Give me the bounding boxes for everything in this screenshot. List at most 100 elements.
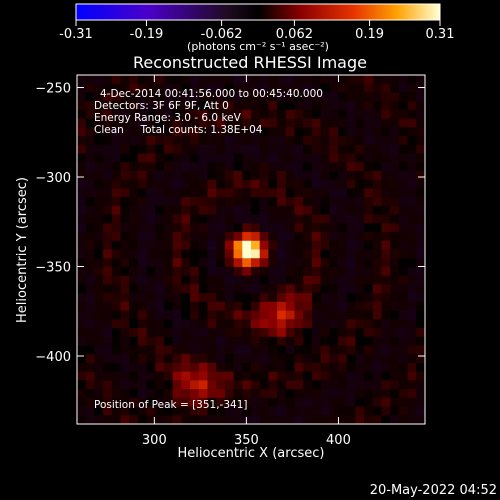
heatmap-cell [268, 101, 278, 111]
heatmap-cell [398, 170, 409, 181]
heatmap-cell [303, 232, 313, 242]
heatmap-cell [268, 354, 278, 364]
heatmap-cell [355, 354, 365, 364]
heatmap-cell [129, 258, 139, 268]
heatmap-cell [172, 170, 182, 181]
heatmap-cell [320, 266, 330, 277]
heatmap-cell [259, 240, 269, 251]
heatmap-cell [111, 170, 122, 181]
heatmap-cell [320, 188, 330, 198]
heatmap-cell [155, 389, 165, 399]
heatmap-cell [320, 371, 330, 381]
heatmap-cell [285, 223, 296, 233]
heatmap-cell [233, 310, 243, 320]
heatmap-cell [172, 162, 182, 172]
heatmap-cell [77, 389, 87, 399]
heatmap-cell [85, 406, 95, 416]
heatmap-cell [216, 380, 226, 390]
heatmap-cell [94, 188, 104, 198]
heatmap-cell [355, 380, 365, 390]
heatmap-cell [259, 397, 269, 408]
heatmap-cell [251, 232, 261, 242]
heatmap-cell [268, 136, 278, 146]
heatmap-cell [338, 328, 348, 338]
heatmap-cell [146, 197, 156, 207]
heatmap-cell [111, 109, 122, 120]
heatmap-cell [268, 188, 278, 198]
heatmap-cell [303, 144, 313, 155]
heatmap-cell [416, 214, 425, 224]
heatmap-cell [311, 415, 322, 424]
heatmap-cell [390, 371, 400, 381]
heatmap-cell [242, 319, 252, 329]
heatmap-cell [207, 109, 217, 120]
heatmap-cell [303, 258, 313, 268]
heatmap-cell [294, 101, 304, 111]
heatmap-cell [190, 232, 200, 242]
heatmap-cell [120, 162, 130, 172]
heatmap-cell [381, 389, 391, 399]
heatmap-cell [207, 162, 217, 172]
heatmap-cell [285, 397, 296, 408]
heatmap-cell [164, 101, 174, 111]
heatmap-cell [224, 406, 235, 416]
heatmap-cell [164, 136, 174, 146]
heatmap-cell [146, 362, 156, 373]
heatmap-cell [372, 144, 383, 155]
heatmap-cell [172, 223, 182, 233]
heatmap-cell [329, 266, 339, 277]
plot-area: 300 350 400−250−300−350−400 [35, 74, 426, 448]
heatmap-cell [242, 284, 252, 294]
heatmap-cell [242, 266, 252, 277]
heatmap-cell [77, 293, 87, 303]
heatmap-cell [329, 170, 339, 181]
heatmap-cell [94, 136, 104, 146]
heatmap-cell [146, 389, 156, 399]
heatmap-cell [329, 406, 339, 416]
heatmap-cell [103, 144, 113, 155]
heatmap-cell [129, 293, 139, 303]
heatmap-cell [111, 275, 122, 285]
heatmap-cell [120, 371, 130, 381]
heatmap-cell [207, 75, 217, 85]
heatmap-cell [268, 319, 278, 329]
heatmap-cell [277, 188, 287, 198]
heatmap-cell [294, 328, 304, 338]
heatmap-cell [190, 258, 200, 268]
heatmap-cell [320, 205, 330, 216]
annotation-time-range: 4-Dec-2014 00:41:56.000 to 00:45:40.000 [100, 88, 323, 100]
heatmap-cell [372, 371, 383, 381]
heatmap-cell [233, 380, 243, 390]
heatmap-cell [398, 240, 409, 251]
heatmap-cell [251, 214, 261, 224]
heatmap-cell [346, 223, 356, 233]
heatmap-cell [172, 293, 182, 303]
heatmap-cell [198, 179, 209, 190]
heatmap-cell [381, 170, 391, 181]
heatmap-cell [181, 354, 191, 364]
heatmap-cell [129, 170, 139, 181]
heatmap-cell [77, 275, 87, 285]
heatmap-cell [137, 319, 148, 329]
heatmap-cell [190, 83, 200, 94]
heatmap-cell [398, 275, 409, 285]
heatmap-cell [111, 345, 122, 355]
heatmap-cell [329, 328, 339, 338]
heatmap-cell [320, 92, 330, 102]
heatmap-cell [129, 205, 139, 216]
heatmap-cell [85, 293, 95, 303]
heatmap-cell [77, 136, 87, 146]
heatmap-cell [390, 266, 400, 277]
heatmap-cell [103, 136, 113, 146]
heatmap-cell [103, 101, 113, 111]
heatmap-cell [233, 214, 243, 224]
heatmap-cell [137, 92, 148, 102]
heatmap-cell [155, 336, 165, 347]
heatmap-cell [381, 188, 391, 198]
heatmap-cell [390, 101, 400, 111]
heatmap-cell [224, 92, 235, 102]
heatmap-cell [277, 83, 287, 94]
heatmap-cell [207, 371, 217, 381]
heatmap-cell [120, 301, 130, 312]
heatmap-cell [181, 75, 191, 85]
